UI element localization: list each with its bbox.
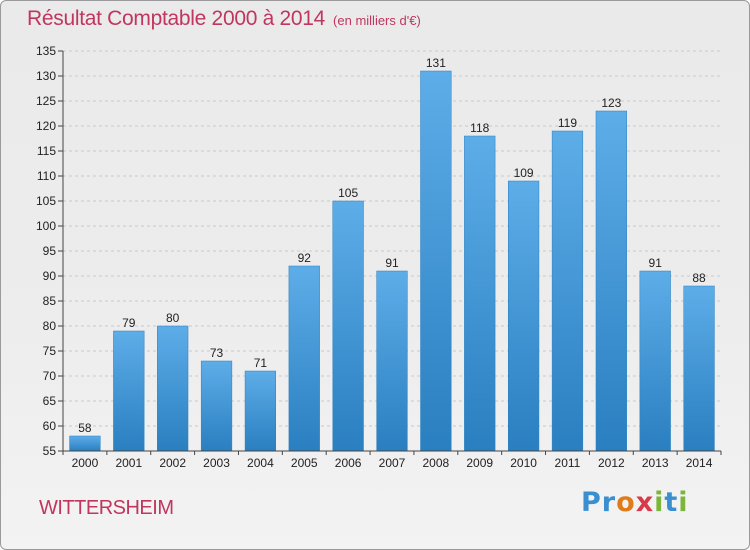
y-tick-label: 70 [43, 369, 57, 383]
x-tick-label: 2005 [291, 456, 318, 470]
bar-value-label: 80 [166, 311, 180, 325]
y-tick-label: 105 [36, 194, 56, 208]
chart-unit: (en milliers d'€) [333, 13, 421, 28]
logo-letter: t [664, 487, 679, 518]
bar-value-label: 71 [254, 356, 268, 370]
chart-title: Résultat Comptable 2000 à 2014 (en millie… [27, 7, 421, 31]
bar-2013 [639, 270, 671, 452]
y-tick-label: 85 [43, 294, 57, 308]
bar-2002 [157, 325, 189, 452]
commune-name: WITTERSHEIM [39, 497, 174, 519]
logo-letter: i [654, 487, 665, 518]
bar-2005 [288, 265, 320, 452]
x-tick-label: 2003 [203, 456, 230, 470]
y-tick-label: 80 [43, 319, 57, 333]
axes: 55 60 65 70 75 80 85 90 95 100 105 110 115 120 125 130 1… [36, 44, 722, 470]
y-tick-label: 55 [43, 444, 57, 458]
y-tick-label: 65 [43, 394, 57, 408]
y-tick-label: 115 [37, 144, 56, 158]
y-tick-label: 120 [36, 119, 56, 133]
x-tick-label: 2000 [72, 456, 99, 470]
bar-value-label: 91 [385, 256, 399, 270]
x-tick-label: 2008 [423, 456, 450, 470]
bar-2008 [420, 70, 452, 452]
x-tick-label: 2010 [510, 456, 537, 470]
y-tick-label: 110 [37, 169, 56, 183]
y-tick-label: 90 [43, 269, 57, 283]
bar-value-label: 79 [122, 316, 136, 330]
bar-2004 [244, 370, 277, 452]
x-tick-label: 2007 [379, 456, 406, 470]
y-tick-label: 75 [43, 344, 57, 358]
logo-letter: i [678, 487, 689, 518]
chart-title-text: Résultat Comptable 2000 à 2014 [27, 7, 326, 30]
logo-letter: o [616, 487, 636, 518]
x-tick-label: 2006 [335, 456, 362, 470]
y-tick-label: 95 [43, 244, 57, 258]
bar-value-label: 131 [426, 56, 446, 70]
bar-2009 [464, 135, 496, 452]
bar-value-label: 123 [601, 96, 621, 110]
bar-2011 [551, 130, 584, 452]
bar-2003 [200, 360, 233, 452]
logo-letter: P [581, 487, 602, 518]
bar-2007 [376, 270, 408, 452]
bar-2014 [683, 285, 715, 452]
bar-2010 [507, 180, 540, 452]
y-tick-label: 125 [36, 94, 56, 108]
x-tick-label: 2002 [159, 456, 186, 470]
bar-value-label: 109 [514, 166, 534, 180]
bar-2001 [113, 330, 145, 452]
bar-value-label: 105 [338, 186, 358, 200]
bar-value-label: 73 [210, 346, 224, 360]
bar-2000 [69, 435, 101, 452]
bar-2012 [595, 110, 627, 452]
x-tick-label: 2001 [115, 456, 142, 470]
bar-value-label: 119 [558, 116, 577, 130]
proxiti-logo: Proxiti [581, 487, 689, 518]
bar-value-label: 92 [298, 251, 312, 265]
logo-letter: r [601, 487, 617, 518]
y-tick-label: 100 [36, 219, 56, 233]
x-tick-label: 2013 [642, 456, 669, 470]
x-tick-label: 2014 [686, 456, 713, 470]
bar-value-label: 91 [649, 256, 663, 270]
y-tick-label: 60 [43, 419, 57, 433]
x-tick-label: 2011 [555, 456, 581, 470]
bar-value-label: 58 [78, 421, 92, 435]
x-tick-label: 2009 [466, 456, 493, 470]
bar-value-label: 118 [470, 121, 489, 135]
x-tick-label: 2012 [598, 456, 625, 470]
bars: 58 79 80 73 71 92 105 91 131 118 109 119 123 91 88 [69, 56, 715, 452]
bar-value-label: 88 [692, 271, 706, 285]
y-tick-label: 130 [36, 69, 56, 83]
y-tick-label: 135 [36, 44, 56, 58]
logo-letter: x [635, 487, 655, 518]
bar-2006 [332, 200, 364, 452]
x-tick-label: 2004 [247, 456, 274, 470]
